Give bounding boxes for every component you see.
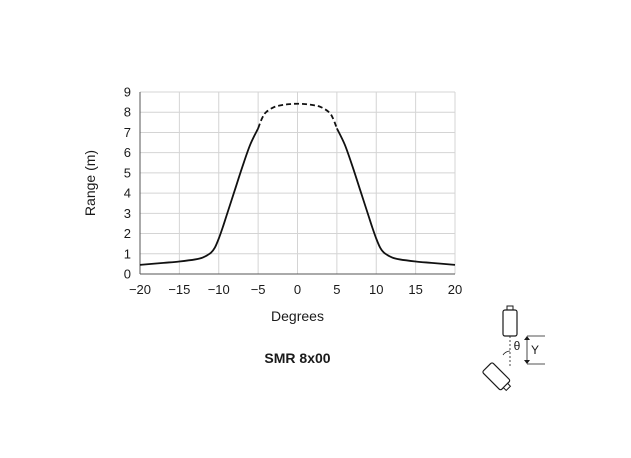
y-axis-label: Range (m): [82, 150, 98, 216]
range-curve-dashed: [257, 102, 338, 129]
x-tick-label: 0: [294, 282, 301, 297]
x-tick-label: −15: [168, 282, 190, 297]
offset-arrow-down-icon: [524, 360, 530, 364]
x-tick-label: 5: [333, 282, 340, 297]
y-tick-labels: 0 1 2 3 4 5 6 7 8 9: [124, 85, 131, 282]
x-tick-label: −20: [129, 282, 151, 297]
offset-label: Y: [531, 343, 539, 357]
y-tick-label: 3: [124, 206, 131, 221]
range-curve-solid: [336, 128, 456, 266]
sensor-top-body: [502, 309, 518, 337]
offset-arrow-up-icon: [524, 336, 530, 340]
y-tick-label: 6: [124, 145, 131, 160]
range-curve-solid: [139, 128, 259, 266]
sensor-bottom: [482, 362, 512, 392]
sensor-bottom-connector: [502, 382, 512, 392]
y-tick-label: 7: [124, 125, 131, 140]
x-tick-labels: −20 −15 −10 −5 0 5 10 15 20: [129, 282, 462, 297]
y-tick-label: 1: [124, 246, 131, 261]
chart-grid: [139, 91, 456, 275]
y-tick-label: 9: [124, 85, 131, 100]
y-tick-label: 4: [124, 186, 131, 201]
x-tick-label: 10: [369, 282, 383, 297]
angle-arc: [502, 350, 511, 356]
angle-label: θ: [514, 339, 521, 353]
x-tick-label: −5: [251, 282, 266, 297]
y-tick-label: 2: [124, 226, 131, 241]
chart-series: [139, 102, 456, 266]
chart-axes: [139, 92, 455, 275]
y-tick-label: 0: [124, 267, 131, 282]
y-tick-label: 5: [124, 165, 131, 180]
sensor-orientation-diagram: θ Y: [482, 305, 545, 392]
x-tick-label: 20: [448, 282, 462, 297]
y-tick-label: 8: [124, 105, 131, 120]
chart-title: SMR 8x00: [264, 350, 330, 366]
x-tick-label: 15: [408, 282, 422, 297]
x-axis-label: Degrees: [271, 308, 324, 324]
x-tick-label: −10: [208, 282, 230, 297]
